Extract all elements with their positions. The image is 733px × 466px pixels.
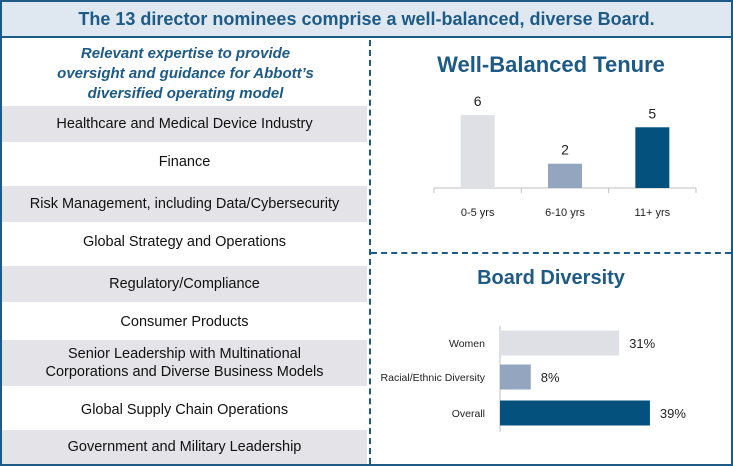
expertise-heading: Relevant expertise to provide oversight … bbox=[2, 44, 369, 104]
expertise-item-label: Government and Military Leadership bbox=[67, 439, 302, 455]
expertise-item: Global Strategy and Operations bbox=[2, 222, 367, 262]
expertise-item: Consumer Products bbox=[2, 302, 367, 342]
tenure-bar bbox=[635, 127, 670, 188]
expertise-item-label: Finance bbox=[158, 154, 211, 170]
tenure-data-label: 5 bbox=[648, 105, 656, 121]
diversity-category-label: Women bbox=[449, 338, 485, 350]
expertise-heading-line: diversified operating model bbox=[87, 85, 284, 102]
diversity-category-label: Overall bbox=[452, 408, 485, 420]
expertise-item: Healthcare and Medical Device Industry bbox=[2, 106, 367, 142]
horizontal-divider bbox=[371, 252, 731, 254]
expertise-item: Global Supply Chain Operations bbox=[2, 390, 367, 430]
expertise-item-label: Regulatory/Compliance bbox=[109, 276, 260, 292]
expertise-item-label: Corporations and Diverse Business Models bbox=[45, 364, 324, 380]
diversity-chart-title: Board Diversity bbox=[477, 267, 625, 289]
expertise-item-label: Healthcare and Medical Device Industry bbox=[56, 116, 313, 132]
expertise-item: Senior Leadership with Multinational Cor… bbox=[2, 340, 367, 386]
tenure-bar bbox=[460, 115, 495, 188]
expertise-item: Finance bbox=[2, 142, 367, 182]
diversity-data-label: 8% bbox=[541, 370, 560, 385]
tenure-bar bbox=[548, 163, 582, 188]
diversity-category-label: Racial/Ethnic Diversity bbox=[381, 372, 486, 384]
expertise-heading-line: Relevant expertise to provide bbox=[80, 45, 291, 62]
expertise-panel: Relevant expertise to provide oversight … bbox=[2, 40, 369, 464]
tenure-chart-title: Well-Balanced Tenure bbox=[437, 52, 665, 77]
diversity-bar bbox=[500, 400, 650, 426]
tenure-chart: 6 0-5 yrs 2 6-10 yrs 5 11+ yrs bbox=[433, 93, 697, 219]
expertise-item: Government and Military Leadership bbox=[2, 430, 367, 464]
expertise-item-label: Consumer Products bbox=[120, 314, 249, 330]
expertise-heading-line: oversight and guidance for Abbott’s bbox=[57, 65, 314, 82]
vertical-divider bbox=[369, 40, 371, 464]
diversity-bar bbox=[500, 330, 620, 356]
expertise-item-label: Global Strategy and Operations bbox=[82, 234, 287, 250]
tenure-data-label: 6 bbox=[474, 93, 482, 109]
tenure-category-label: 11+ yrs bbox=[635, 207, 671, 219]
expertise-item-label: Senior Leadership with Multinational bbox=[68, 346, 301, 362]
diversity-data-label: 31% bbox=[629, 336, 655, 351]
expertise-item-label: Global Supply Chain Operations bbox=[80, 402, 289, 418]
tenure-category-label: 6-10 yrs bbox=[545, 207, 585, 219]
tenure-category-label: 0-5 yrs bbox=[461, 207, 495, 219]
diversity-chart: Women 31% Racial/Ethnic Diversity 8% Overall… bbox=[381, 326, 686, 432]
tenure-data-label: 2 bbox=[561, 142, 569, 158]
banner-title: The 13 director nominees comprise a well… bbox=[78, 8, 655, 29]
expertise-item: Regulatory/Compliance bbox=[2, 266, 367, 302]
header-banner: The 13 director nominees comprise a well… bbox=[2, 2, 731, 38]
expertise-item: Risk Management, including Data/Cybersec… bbox=[2, 186, 367, 222]
diversity-bar bbox=[500, 364, 531, 390]
expertise-item-label: Risk Management, including Data/Cybersec… bbox=[29, 196, 340, 212]
diversity-data-label: 39% bbox=[660, 406, 686, 421]
